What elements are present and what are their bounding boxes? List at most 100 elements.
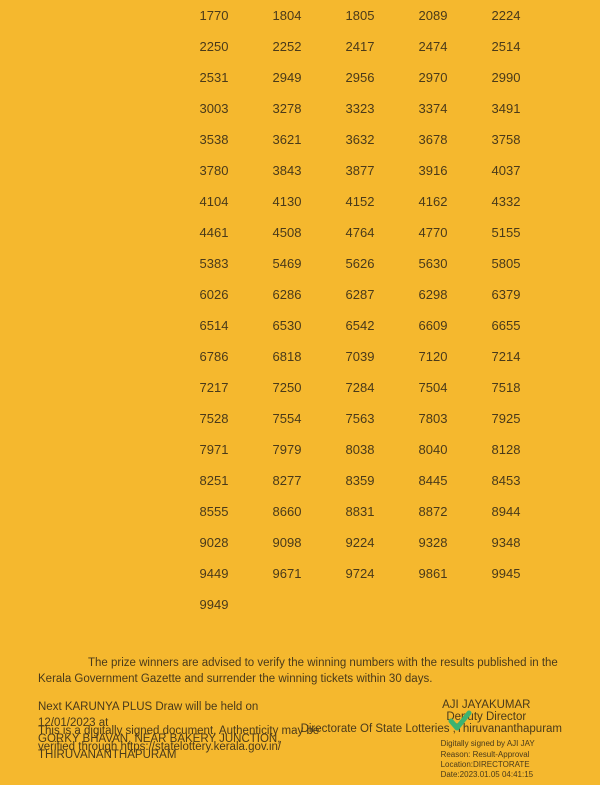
lottery-number: 2252 bbox=[255, 36, 320, 57]
checkmark-icon bbox=[448, 709, 472, 733]
lottery-number: 9098 bbox=[255, 532, 320, 553]
lottery-number: 1770 bbox=[182, 5, 247, 26]
lottery-number: 9224 bbox=[328, 532, 393, 553]
lottery-number: 6286 bbox=[255, 284, 320, 305]
lottery-number: 8944 bbox=[474, 501, 539, 522]
lottery-number: 2474 bbox=[401, 36, 466, 57]
lottery-number: 1805 bbox=[328, 5, 393, 26]
lottery-number: 9724 bbox=[328, 563, 393, 584]
lottery-number: 3374 bbox=[401, 98, 466, 119]
lottery-number: 6655 bbox=[474, 315, 539, 336]
lottery-number: 3278 bbox=[255, 98, 320, 119]
lottery-number: 4332 bbox=[474, 191, 539, 212]
lottery-number: 2250 bbox=[182, 36, 247, 57]
lottery-numbers-grid: 1770 1804 1805 2089 2224 2250 2252 2417 2474 2514… bbox=[0, 0, 600, 615]
lottery-number: 5155 bbox=[474, 222, 539, 243]
lottery-number: 5469 bbox=[255, 253, 320, 274]
lottery-number: 2990 bbox=[474, 67, 539, 88]
lottery-number: 2417 bbox=[328, 36, 393, 57]
lottery-number: 7971 bbox=[182, 439, 247, 460]
lottery-number: 3780 bbox=[182, 160, 247, 181]
lottery-number: 6542 bbox=[328, 315, 393, 336]
lottery-number: 7504 bbox=[401, 377, 466, 398]
lottery-number: 5630 bbox=[401, 253, 466, 274]
lottery-number: 1804 bbox=[255, 5, 320, 26]
lottery-number: 2514 bbox=[474, 36, 539, 57]
lottery-number: 3843 bbox=[255, 160, 320, 181]
lottery-number: 7120 bbox=[401, 346, 466, 367]
authenticity-note: This is a digitally signed document, Aut… bbox=[38, 723, 438, 755]
lottery-number: 2949 bbox=[255, 67, 320, 88]
lottery-number: 7563 bbox=[328, 408, 393, 429]
digisig-line1: Digitally signed by AJI JAY bbox=[441, 739, 562, 749]
lottery-number: 6530 bbox=[255, 315, 320, 336]
lottery-number: 3758 bbox=[474, 129, 539, 150]
lottery-number: 4764 bbox=[328, 222, 393, 243]
lottery-number: 3632 bbox=[328, 129, 393, 150]
lottery-number: 4162 bbox=[401, 191, 466, 212]
signatory-name: AJI JAYAKUMAR bbox=[411, 699, 562, 711]
signatory-title: Deputy Director bbox=[411, 711, 562, 723]
lottery-number: 8445 bbox=[401, 470, 466, 491]
authenticity-line1: This is a digitally signed document, Aut… bbox=[38, 723, 438, 739]
digisig-line3: Location:DIRECTORATE bbox=[441, 760, 562, 770]
lottery-number: 2531 bbox=[182, 67, 247, 88]
lottery-number: 9348 bbox=[474, 532, 539, 553]
lottery-number: 2956 bbox=[328, 67, 393, 88]
lottery-number: 8038 bbox=[328, 439, 393, 460]
digisig-line2: Reason: Result-Approval bbox=[441, 750, 562, 760]
lottery-number: 9861 bbox=[401, 563, 466, 584]
lottery-number: 8453 bbox=[474, 470, 539, 491]
lottery-number: 6026 bbox=[182, 284, 247, 305]
lottery-number: 7925 bbox=[474, 408, 539, 429]
authenticity-line2: verified through https://statelottery.ke… bbox=[38, 739, 438, 755]
lottery-number: 8872 bbox=[401, 501, 466, 522]
lottery-number: 8359 bbox=[328, 470, 393, 491]
lottery-number: 3538 bbox=[182, 129, 247, 150]
lottery-number: 3491 bbox=[474, 98, 539, 119]
lottery-number: 6818 bbox=[255, 346, 320, 367]
lottery-number: 2970 bbox=[401, 67, 466, 88]
lottery-number: 7554 bbox=[255, 408, 320, 429]
lottery-number: 3678 bbox=[401, 129, 466, 150]
lottery-number: 6287 bbox=[328, 284, 393, 305]
advisory-text: The prize winners are advised to verify … bbox=[0, 655, 600, 687]
lottery-number: 7214 bbox=[474, 346, 539, 367]
lottery-number: 3323 bbox=[328, 98, 393, 119]
lottery-number: 4104 bbox=[182, 191, 247, 212]
lottery-number: 5383 bbox=[182, 253, 247, 274]
lottery-number: 7979 bbox=[255, 439, 320, 460]
lottery-number: 7039 bbox=[328, 346, 393, 367]
lottery-number: 8040 bbox=[401, 439, 466, 460]
lottery-number: 6379 bbox=[474, 284, 539, 305]
lottery-number: 4152 bbox=[328, 191, 393, 212]
lottery-number: 8128 bbox=[474, 439, 539, 460]
lottery-number: 8831 bbox=[328, 501, 393, 522]
lottery-number: 3877 bbox=[328, 160, 393, 181]
lottery-number: 6298 bbox=[401, 284, 466, 305]
lottery-number: 7528 bbox=[182, 408, 247, 429]
lottery-number: 3916 bbox=[401, 160, 466, 181]
lottery-number: 6514 bbox=[182, 315, 247, 336]
lottery-number: 4037 bbox=[474, 160, 539, 181]
digisig-line4: Date:2023.01.05 04:41:15 bbox=[441, 770, 562, 780]
lottery-number: 9328 bbox=[401, 532, 466, 553]
lottery-number: 3621 bbox=[255, 129, 320, 150]
lottery-number: 9671 bbox=[255, 563, 320, 584]
lottery-number: 9449 bbox=[182, 563, 247, 584]
lottery-number: 4770 bbox=[401, 222, 466, 243]
lottery-number: 5805 bbox=[474, 253, 539, 274]
lottery-number: 6609 bbox=[401, 315, 466, 336]
lottery-number: 4461 bbox=[182, 222, 247, 243]
lottery-number: 2089 bbox=[401, 5, 466, 26]
lottery-number: 7250 bbox=[255, 377, 320, 398]
lottery-number: 8251 bbox=[182, 470, 247, 491]
lottery-number: 8555 bbox=[182, 501, 247, 522]
lottery-number: 8660 bbox=[255, 501, 320, 522]
lottery-number: 4508 bbox=[255, 222, 320, 243]
lottery-number: 7217 bbox=[182, 377, 247, 398]
lottery-number: 2224 bbox=[474, 5, 539, 26]
lottery-number: 8277 bbox=[255, 470, 320, 491]
lottery-number: 7284 bbox=[328, 377, 393, 398]
lottery-number: 9028 bbox=[182, 532, 247, 553]
